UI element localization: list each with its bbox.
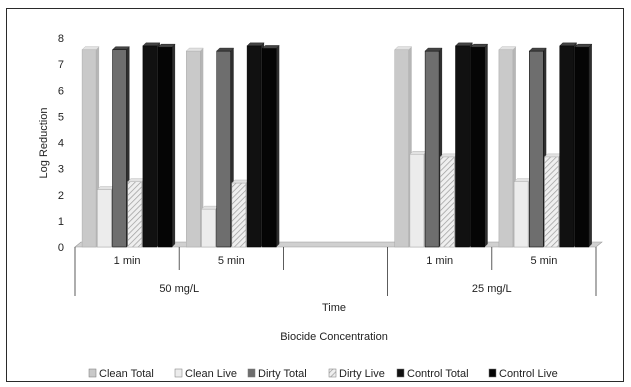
bar-top-face	[394, 46, 413, 50]
bar-top-face	[185, 47, 204, 52]
bar-top-face	[544, 153, 562, 158]
bar	[216, 50, 231, 248]
y-tick-label: 4	[58, 138, 64, 150]
bar	[424, 50, 440, 248]
bar	[455, 45, 470, 248]
y-axis-title: Log Reduction	[38, 108, 50, 179]
bar	[127, 181, 142, 248]
bar-top-face	[513, 178, 532, 182]
bar	[262, 48, 277, 248]
bar-top-face	[470, 43, 489, 48]
legend-label: Control Live	[499, 368, 558, 380]
y-axis: 0 1 2 3 4 5 6 7 8	[58, 33, 64, 254]
bar-top-face	[528, 47, 547, 52]
bar	[529, 50, 544, 248]
legend-swatch	[488, 368, 497, 378]
x-tick-label-time: 5 min	[218, 255, 245, 267]
bar	[470, 46, 485, 248]
bar	[498, 49, 514, 248]
legend-label: Control Total	[407, 368, 469, 380]
bar	[513, 181, 529, 248]
y-tick-label: 6	[58, 85, 64, 97]
bar	[559, 45, 574, 248]
legend-swatch	[396, 368, 405, 378]
x-tick-label-time: 1 min	[426, 255, 453, 267]
x-tick-label-time: 1 min	[114, 255, 141, 267]
bar-top-face	[455, 42, 473, 47]
bar	[246, 45, 262, 248]
bar	[186, 50, 201, 248]
bar-side-face	[484, 44, 488, 247]
bar-top-face	[439, 153, 458, 158]
bar-top-face	[246, 42, 265, 47]
bar	[142, 45, 158, 248]
bar	[112, 49, 127, 248]
bar	[231, 182, 247, 248]
legend-label: Dirty Live	[339, 368, 385, 380]
legend-swatch	[88, 368, 97, 378]
legend-label: Clean Total	[99, 368, 154, 380]
bar	[97, 189, 112, 248]
bar-side-face	[200, 48, 204, 247]
bar-top-face	[96, 186, 115, 190]
x-tick-label-concentration: 50 mg/L	[159, 283, 199, 295]
bar	[81, 49, 97, 248]
legend-swatch	[174, 368, 183, 378]
y-tick-label: 7	[58, 59, 64, 71]
legend-swatch	[328, 368, 337, 378]
bar-top-face	[157, 43, 176, 48]
legend-label: Clean Live	[185, 368, 237, 380]
outer-axis-title: Biocide Concentration	[280, 331, 388, 343]
bar	[409, 154, 425, 248]
bar-top-face	[112, 46, 130, 50]
bar	[157, 46, 173, 248]
bar-series	[81, 42, 593, 248]
bar-top-face	[142, 42, 161, 47]
bar-side-face	[588, 44, 592, 247]
bar-side-face	[172, 44, 176, 247]
bar-top-face	[559, 42, 578, 47]
bar	[544, 156, 559, 248]
x-tick-label-time: 5 min	[530, 255, 557, 267]
bar-top-face	[127, 178, 146, 182]
bar-top-face	[424, 47, 443, 52]
legend: Clean Total Clean Live Dirty Total Dirty Li…	[88, 368, 558, 380]
bar	[574, 46, 590, 248]
bar-top-face	[261, 45, 280, 49]
bar-side-face	[276, 45, 280, 248]
y-tick-label: 1	[58, 216, 64, 228]
bar-top-face	[201, 205, 219, 210]
bar-top-face	[498, 46, 517, 50]
bar-top-face	[409, 151, 428, 155]
bar-top-face	[574, 43, 593, 48]
bar	[394, 49, 409, 248]
x-tick-label-concentration: 25 mg/L	[472, 283, 512, 295]
bar-top-face	[81, 46, 100, 50]
y-tick-label: 0	[58, 242, 64, 254]
y-tick-label: 8	[58, 33, 64, 45]
bar	[201, 208, 216, 248]
legend-label: Dirty Total	[258, 368, 307, 380]
y-tick-label: 5	[58, 111, 64, 123]
x-axis: 1 min 5 min 1 min 5 min 50 mg/L 25 mg/L	[74, 247, 597, 296]
y-tick-label: 2	[58, 190, 64, 202]
bar-top-face	[216, 47, 235, 52]
y-tick-label: 3	[58, 164, 64, 176]
x-axis-title: Time	[322, 302, 346, 314]
bar-top-face	[231, 179, 250, 184]
legend-swatch	[247, 368, 256, 378]
bar	[440, 156, 455, 248]
